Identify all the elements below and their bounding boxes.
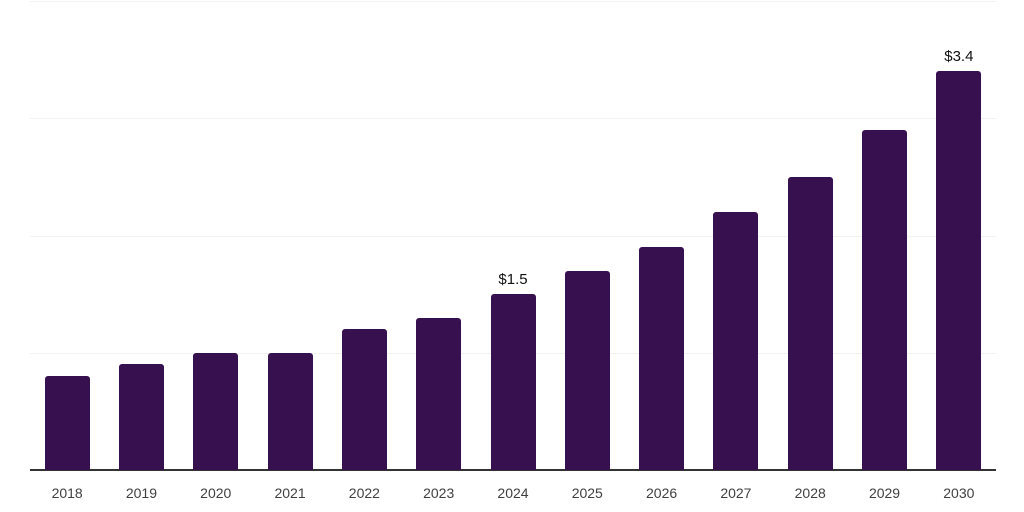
x-tick-label-2022: 2022	[348, 485, 380, 501]
bar-2020[interactable]	[193, 352, 239, 470]
x-tick-label-2019: 2019	[125, 485, 158, 501]
gridline	[30, 118, 996, 120]
bar-2018[interactable]	[44, 376, 90, 470]
gridline	[30, 1, 996, 2]
bar-2028[interactable]	[787, 176, 833, 470]
x-tick-label-2030: 2030	[943, 485, 975, 501]
bar-2023[interactable]	[416, 317, 462, 470]
x-tick-label-2020: 2020	[200, 485, 232, 501]
bar-2025[interactable]	[564, 270, 610, 470]
bar-2030[interactable]	[936, 71, 982, 470]
x-tick-label-2024: 2024	[497, 485, 529, 501]
bar-2024[interactable]	[490, 294, 536, 470]
x-tick-label-2023: 2023	[423, 485, 455, 501]
x-tick-label-2029: 2029	[868, 485, 901, 501]
data-label-2030: $3.4	[944, 48, 974, 66]
bar-2022[interactable]	[341, 329, 387, 470]
bar-2029[interactable]	[862, 129, 908, 470]
bar-2019[interactable]	[118, 364, 164, 470]
x-tick-label-2026: 2026	[646, 485, 678, 501]
gridline	[30, 235, 996, 237]
x-tick-label-2027: 2027	[720, 485, 752, 501]
x-tick-label-2028: 2028	[794, 485, 826, 501]
x-tick-label-2021: 2021	[274, 485, 306, 501]
bar-2026[interactable]	[639, 247, 685, 470]
x-tick-label-2025: 2025	[571, 485, 603, 501]
bar-2021[interactable]	[267, 352, 313, 470]
x-tick-label-2018: 2018	[51, 485, 83, 501]
data-label-2024: $1.5	[498, 271, 528, 289]
bar-2027[interactable]	[713, 212, 759, 470]
x-axis-line	[30, 469, 996, 471]
